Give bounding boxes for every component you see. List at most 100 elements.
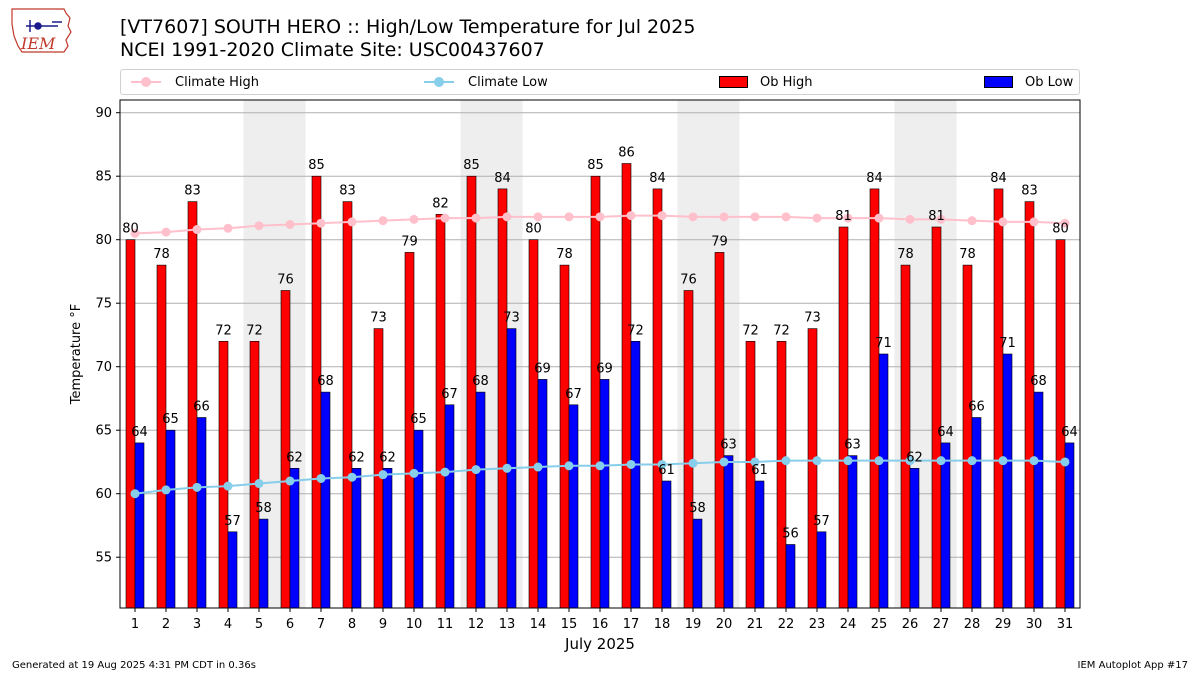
point-climate-low [719, 457, 729, 467]
data-label-high: 79 [711, 234, 728, 249]
data-label-low: 64 [1061, 425, 1078, 440]
bar-ob-low [909, 467, 920, 609]
data-label-low: 61 [658, 463, 675, 478]
data-label-high: 72 [246, 323, 263, 338]
data-label-high: 78 [153, 247, 170, 262]
point-climate-low [1060, 457, 1070, 467]
data-label-high: 78 [556, 247, 573, 262]
point-climate-high [502, 212, 512, 222]
x-tick-label: 21 [747, 617, 764, 632]
point-climate-high [130, 228, 140, 238]
data-label-high: 83 [1021, 184, 1038, 199]
point-climate-high [564, 212, 574, 222]
bar-ob-low [692, 518, 703, 609]
bar-ob-high [249, 340, 260, 609]
x-tick-label: 12 [468, 617, 485, 632]
bar-ob-low [816, 531, 827, 609]
legend-item-ob-high: Ob High [719, 70, 813, 94]
x-tick-label: 14 [530, 617, 547, 632]
legend-item-ob-low: Ob Low [984, 70, 1073, 94]
x-tick-label: 3 [193, 617, 201, 632]
data-label-low: 65 [410, 412, 427, 427]
bar-ob-high [528, 239, 539, 609]
data-label-high: 83 [184, 184, 201, 199]
point-climate-high [998, 217, 1008, 227]
data-label-low: 56 [782, 527, 799, 542]
point-climate-low [1029, 456, 1039, 466]
point-climate-high [843, 213, 853, 223]
point-climate-high [812, 213, 822, 223]
chart-subtitle: NCEI 1991-2020 Climate Site: USC00437607 [120, 39, 545, 61]
x-tick-label: 11 [437, 617, 454, 632]
bar-ob-low [320, 391, 331, 609]
x-tick-label: 1 [131, 617, 139, 632]
point-climate-high [192, 225, 202, 235]
data-label-low: 67 [441, 387, 458, 402]
bar-ob-low [537, 379, 548, 609]
data-label-low: 57 [224, 514, 241, 529]
bar-ob-high [156, 264, 167, 609]
iem-logo: IEM [11, 8, 72, 53]
x-tick-label: 23 [809, 617, 826, 632]
point-climate-high [409, 214, 419, 224]
data-label-high: 76 [680, 273, 697, 288]
footer-app-name: IEM Autoplot App #17 [1077, 660, 1188, 671]
data-label-low: 64 [937, 425, 954, 440]
data-label-high: 81 [928, 209, 945, 224]
point-climate-high [161, 227, 171, 237]
data-label-low: 72 [627, 323, 644, 338]
plot-frame [119, 99, 1081, 609]
data-label-high: 78 [959, 247, 976, 262]
bar-ob-low [661, 480, 672, 609]
point-climate-low [223, 481, 233, 491]
data-label-high: 72 [773, 323, 790, 338]
bar-ob-high [125, 239, 136, 609]
data-label-high: 85 [308, 158, 325, 173]
point-climate-low [130, 489, 140, 499]
footer-generated: Generated at 19 Aug 2025 4:31 PM CDT in … [12, 660, 256, 671]
x-tick-label: 28 [964, 617, 981, 632]
point-climate-low [533, 462, 543, 472]
x-tick-label: 8 [348, 617, 356, 632]
data-label-high: 80 [122, 222, 139, 237]
data-label-low: 62 [348, 450, 365, 465]
bar-ob-high [900, 264, 911, 609]
bar-ob-high [683, 290, 694, 609]
point-climate-high [1029, 217, 1039, 227]
bar-ob-high [280, 290, 291, 609]
x-tick-label: 18 [654, 617, 671, 632]
point-climate-high [254, 221, 264, 231]
y-tick-label: 90 [95, 106, 112, 121]
x-tick-label: 15 [561, 617, 578, 632]
data-label-low: 63 [720, 438, 737, 453]
point-climate-high [1060, 218, 1070, 228]
logo-text: IEM [20, 34, 56, 53]
legend-item-climate-high: Climate High [131, 70, 259, 94]
x-tick-label: 29 [995, 617, 1012, 632]
y-tick-label: 65 [95, 424, 112, 439]
bar-ob-low [382, 467, 393, 609]
bar-ob-low [723, 455, 734, 609]
data-label-low: 62 [379, 450, 396, 465]
x-tick-label: 9 [379, 617, 387, 632]
point-climate-high [316, 218, 326, 228]
legend: Climate High Climate Low Ob High Ob Low [120, 69, 1080, 95]
data-label-high: 81 [835, 209, 852, 224]
y-tick-label: 55 [95, 551, 112, 566]
point-climate-low [316, 473, 326, 483]
bar-ob-high [621, 163, 632, 609]
bar-ob-high [311, 175, 322, 609]
bar-ob-low [413, 429, 424, 609]
point-climate-low [285, 476, 295, 486]
data-label-high: 85 [463, 158, 480, 173]
data-label-high: 80 [1052, 222, 1069, 237]
point-climate-low [936, 456, 946, 466]
bar-ob-low [878, 353, 889, 609]
data-label-low: 66 [968, 400, 985, 415]
bar-ob-high [652, 188, 663, 609]
bar-ob-low [599, 379, 610, 609]
point-climate-high [626, 211, 636, 221]
data-label-high: 78 [897, 247, 914, 262]
x-tick-label: 5 [255, 617, 263, 632]
